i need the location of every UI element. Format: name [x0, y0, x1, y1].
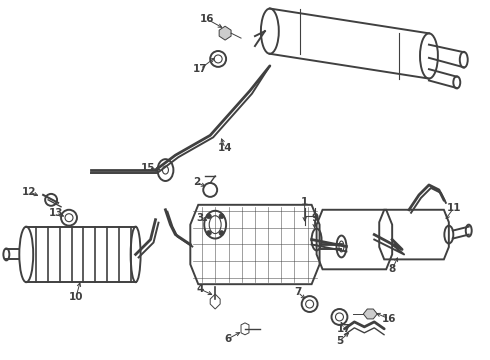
Text: 14: 14 — [218, 143, 232, 153]
Text: 12: 12 — [22, 187, 36, 197]
Text: 17: 17 — [337, 324, 352, 334]
Text: 7: 7 — [294, 287, 301, 297]
Text: 9: 9 — [311, 213, 318, 223]
Text: 8: 8 — [389, 264, 396, 274]
Circle shape — [206, 231, 211, 235]
Text: 15: 15 — [141, 163, 156, 173]
Text: 10: 10 — [69, 292, 83, 302]
Text: 3: 3 — [196, 213, 204, 223]
Text: 11: 11 — [446, 203, 461, 213]
Text: 4: 4 — [196, 284, 204, 294]
Text: 2: 2 — [193, 177, 200, 187]
Text: 6: 6 — [224, 334, 232, 344]
Polygon shape — [219, 26, 231, 40]
Text: 5: 5 — [336, 336, 343, 346]
Text: 16: 16 — [382, 314, 396, 324]
Circle shape — [219, 214, 224, 219]
Circle shape — [206, 214, 211, 219]
Text: 16: 16 — [200, 14, 215, 24]
Circle shape — [219, 231, 224, 235]
Text: 1: 1 — [301, 197, 308, 207]
Text: 17: 17 — [193, 64, 208, 74]
Polygon shape — [363, 309, 377, 319]
Text: 13: 13 — [49, 208, 63, 218]
